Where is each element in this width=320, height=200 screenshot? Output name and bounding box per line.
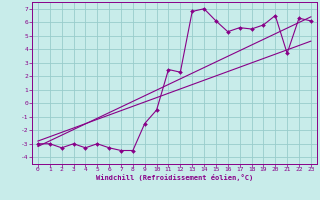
X-axis label: Windchill (Refroidissement éolien,°C): Windchill (Refroidissement éolien,°C) bbox=[96, 174, 253, 181]
